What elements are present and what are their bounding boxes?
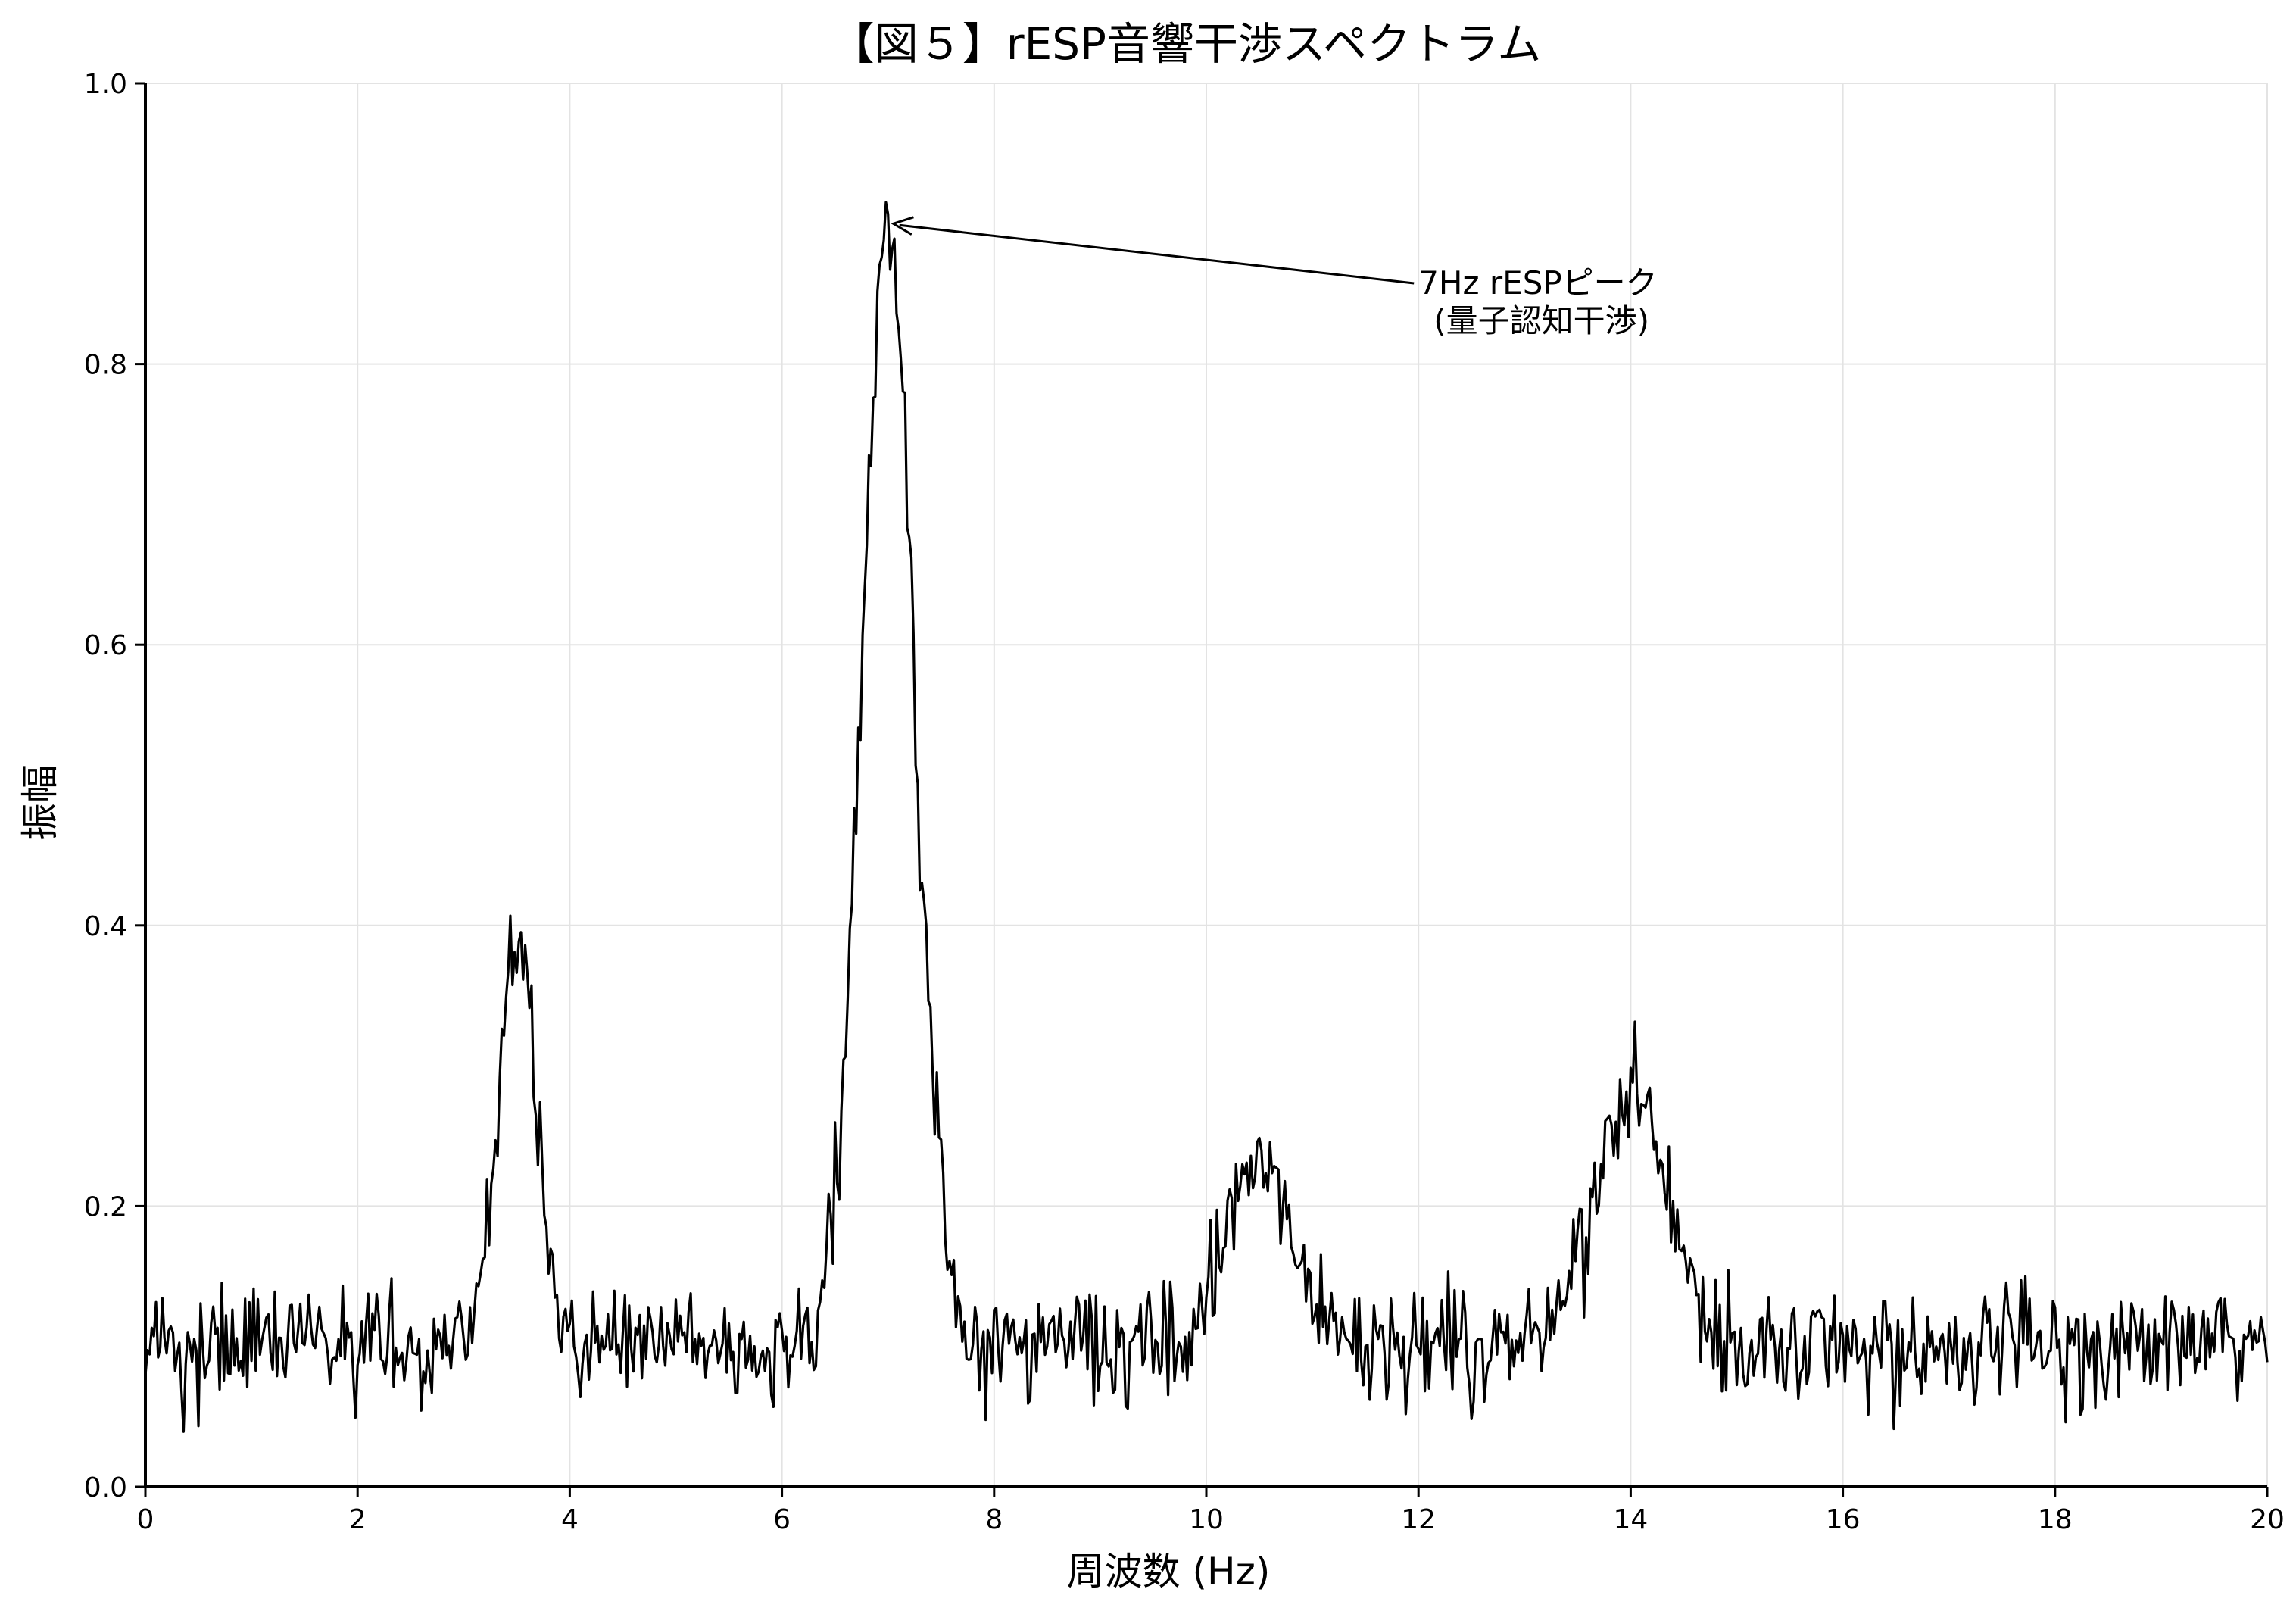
- chart-title: 【図５】rESP音響干渉スペクトラム: [831, 18, 1542, 70]
- annotation-arrow: [900, 225, 1414, 283]
- x-tick-label: 14: [1613, 1504, 1648, 1535]
- x-tick-label: 0: [137, 1504, 154, 1535]
- y-tick-label: 0.6: [84, 630, 127, 661]
- grid-lines: [145, 83, 2267, 1487]
- x-tick-label: 4: [561, 1504, 579, 1535]
- y-axis-label: 振幅: [18, 765, 62, 841]
- annotations: 7Hz rESPピーク(量子認知干渉): [894, 217, 1658, 339]
- y-tick-label: 0.2: [84, 1191, 127, 1222]
- y-tick-label: 0.0: [84, 1472, 127, 1503]
- annotation-line: (量子認知干渉): [1433, 302, 1649, 339]
- y-tick-label: 1.0: [84, 69, 127, 100]
- annotation-line: 7Hz rESPピーク: [1418, 264, 1658, 301]
- x-tick-label: 16: [1826, 1504, 1861, 1535]
- x-tick-label: 12: [1401, 1504, 1436, 1535]
- x-tick-label: 6: [773, 1504, 791, 1535]
- x-tick-label: 18: [2038, 1504, 2073, 1535]
- x-tick-label: 2: [349, 1504, 367, 1535]
- y-tick-label: 0.8: [84, 350, 127, 381]
- y-tick-label: 0.4: [84, 911, 127, 942]
- axes: 0 2 4 6 8 10 12 14 16 18 20 0.0 0.2 0.4 0.6 0.8 1.0: [84, 69, 2285, 1535]
- annotation-label: 7Hz rESPピーク(量子認知干渉): [1418, 264, 1658, 339]
- x-tick-label: 10: [1189, 1504, 1224, 1535]
- x-tick-label: 8: [985, 1504, 1003, 1535]
- x-axis-label: 周波数 (Hz): [1067, 1550, 1271, 1594]
- x-tick-label: 20: [2250, 1504, 2285, 1535]
